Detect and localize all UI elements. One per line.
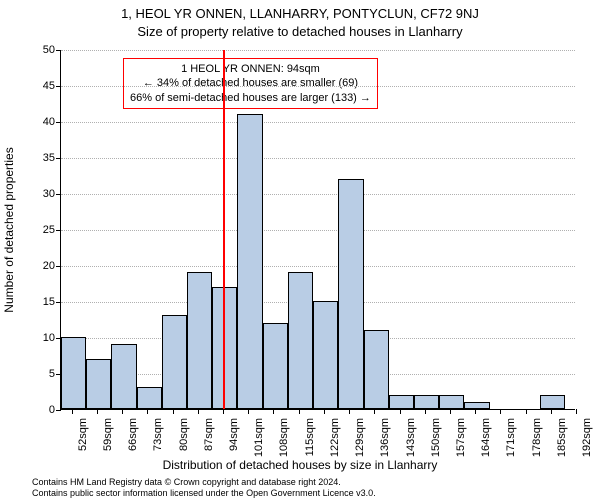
title-address: 1, HEOL YR ONNEN, LLANHARRY, PONTYCLUN, … bbox=[0, 6, 600, 21]
gridline bbox=[61, 122, 575, 123]
gridline bbox=[61, 266, 575, 267]
annotation-line1: 1 HEOL YR ONNEN: 94sqm bbox=[130, 62, 371, 76]
x-tick-label: 192sqm bbox=[581, 418, 593, 458]
histogram-bar bbox=[439, 395, 464, 409]
footer-attribution: Contains HM Land Registry data © Crown c… bbox=[32, 477, 376, 498]
reference-line bbox=[223, 50, 225, 409]
x-tick-mark bbox=[324, 409, 325, 414]
footer-line1: Contains HM Land Registry data © Crown c… bbox=[32, 477, 376, 487]
x-tick-label: 129sqm bbox=[354, 418, 366, 458]
x-tick-mark bbox=[475, 409, 476, 414]
y-tick-label: 50 bbox=[25, 44, 55, 56]
gridline bbox=[61, 230, 575, 231]
x-tick-label: 80sqm bbox=[178, 418, 190, 458]
x-tick-mark bbox=[122, 409, 123, 414]
y-tick-label: 45 bbox=[25, 80, 55, 92]
gridline bbox=[61, 86, 575, 87]
x-tick-mark bbox=[223, 409, 224, 414]
x-tick-label: 52sqm bbox=[77, 418, 89, 458]
y-tick-label: 35 bbox=[25, 152, 55, 164]
plot-area: 1 HEOL YR ONNEN: 94sqm ← 34% of detached… bbox=[60, 50, 575, 410]
y-tick-mark bbox=[56, 410, 61, 411]
x-tick-label: 66sqm bbox=[127, 418, 139, 458]
histogram-bar bbox=[187, 272, 212, 409]
x-tick-mark bbox=[97, 409, 98, 414]
histogram-bar bbox=[464, 402, 489, 409]
y-tick-mark bbox=[56, 194, 61, 195]
annotation-box: 1 HEOL YR ONNEN: 94sqm ← 34% of detached… bbox=[123, 58, 378, 109]
histogram-bar bbox=[61, 337, 86, 409]
x-tick-label: 94sqm bbox=[228, 418, 240, 458]
y-tick-label: 15 bbox=[25, 296, 55, 308]
y-tick-mark bbox=[56, 122, 61, 123]
histogram-bar bbox=[540, 395, 565, 409]
annotation-line2: ← 34% of detached houses are smaller (69… bbox=[130, 76, 371, 90]
histogram-bar bbox=[162, 315, 187, 409]
x-tick-label: 143sqm bbox=[405, 418, 417, 458]
histogram-bar bbox=[111, 344, 136, 409]
title-subtitle: Size of property relative to detached ho… bbox=[0, 24, 600, 39]
x-tick-mark bbox=[450, 409, 451, 414]
x-tick-mark bbox=[173, 409, 174, 414]
y-tick-label: 20 bbox=[25, 260, 55, 272]
x-tick-mark bbox=[400, 409, 401, 414]
x-tick-mark bbox=[147, 409, 148, 414]
histogram-bar bbox=[364, 330, 389, 409]
y-tick-label: 0 bbox=[25, 404, 55, 416]
x-tick-mark bbox=[526, 409, 527, 414]
y-tick-label: 30 bbox=[25, 188, 55, 200]
x-tick-mark bbox=[248, 409, 249, 414]
x-tick-label: 178sqm bbox=[531, 418, 543, 458]
x-tick-label: 73sqm bbox=[152, 418, 164, 458]
annotation-line3: 66% of semi-detached houses are larger (… bbox=[130, 91, 371, 105]
x-tick-label: 136sqm bbox=[379, 418, 391, 458]
x-tick-mark bbox=[576, 409, 577, 414]
x-tick-label: 115sqm bbox=[304, 418, 316, 458]
x-tick-mark bbox=[198, 409, 199, 414]
x-tick-label: 164sqm bbox=[480, 418, 492, 458]
x-tick-mark bbox=[374, 409, 375, 414]
gridline bbox=[61, 158, 575, 159]
x-tick-mark bbox=[500, 409, 501, 414]
x-tick-label: 87sqm bbox=[203, 418, 215, 458]
x-tick-label: 150sqm bbox=[430, 418, 442, 458]
histogram-bar bbox=[288, 272, 313, 409]
histogram-bar bbox=[237, 114, 262, 409]
x-tick-mark bbox=[72, 409, 73, 414]
gridline bbox=[61, 50, 575, 51]
y-tick-mark bbox=[56, 86, 61, 87]
x-tick-label: 108sqm bbox=[278, 418, 290, 458]
x-tick-mark bbox=[299, 409, 300, 414]
histogram-bar bbox=[313, 301, 338, 409]
x-tick-label: 122sqm bbox=[329, 418, 341, 458]
y-tick-mark bbox=[56, 230, 61, 231]
y-tick-mark bbox=[56, 50, 61, 51]
y-tick-label: 10 bbox=[25, 332, 55, 344]
x-tick-mark bbox=[425, 409, 426, 414]
gridline bbox=[61, 194, 575, 195]
x-tick-label: 171sqm bbox=[505, 418, 517, 458]
footer-line2: Contains public sector information licen… bbox=[32, 488, 376, 498]
x-tick-label: 59sqm bbox=[102, 418, 114, 458]
y-tick-label: 40 bbox=[25, 116, 55, 128]
x-tick-mark bbox=[349, 409, 350, 414]
histogram-bar bbox=[414, 395, 439, 409]
histogram-bar bbox=[263, 323, 288, 409]
y-tick-label: 5 bbox=[25, 368, 55, 380]
x-tick-label: 185sqm bbox=[556, 418, 568, 458]
x-tick-label: 157sqm bbox=[455, 418, 467, 458]
histogram-bar bbox=[86, 359, 111, 409]
histogram-bar bbox=[137, 387, 162, 409]
y-tick-mark bbox=[56, 302, 61, 303]
histogram-bar bbox=[338, 179, 363, 409]
y-axis-label: Number of detached properties bbox=[2, 147, 16, 312]
x-tick-label: 101sqm bbox=[253, 418, 265, 458]
x-axis-label: Distribution of detached houses by size … bbox=[0, 458, 600, 472]
y-tick-label: 25 bbox=[25, 224, 55, 236]
y-tick-mark bbox=[56, 266, 61, 267]
y-tick-mark bbox=[56, 158, 61, 159]
histogram-bar bbox=[389, 395, 414, 409]
x-tick-mark bbox=[551, 409, 552, 414]
x-tick-mark bbox=[273, 409, 274, 414]
